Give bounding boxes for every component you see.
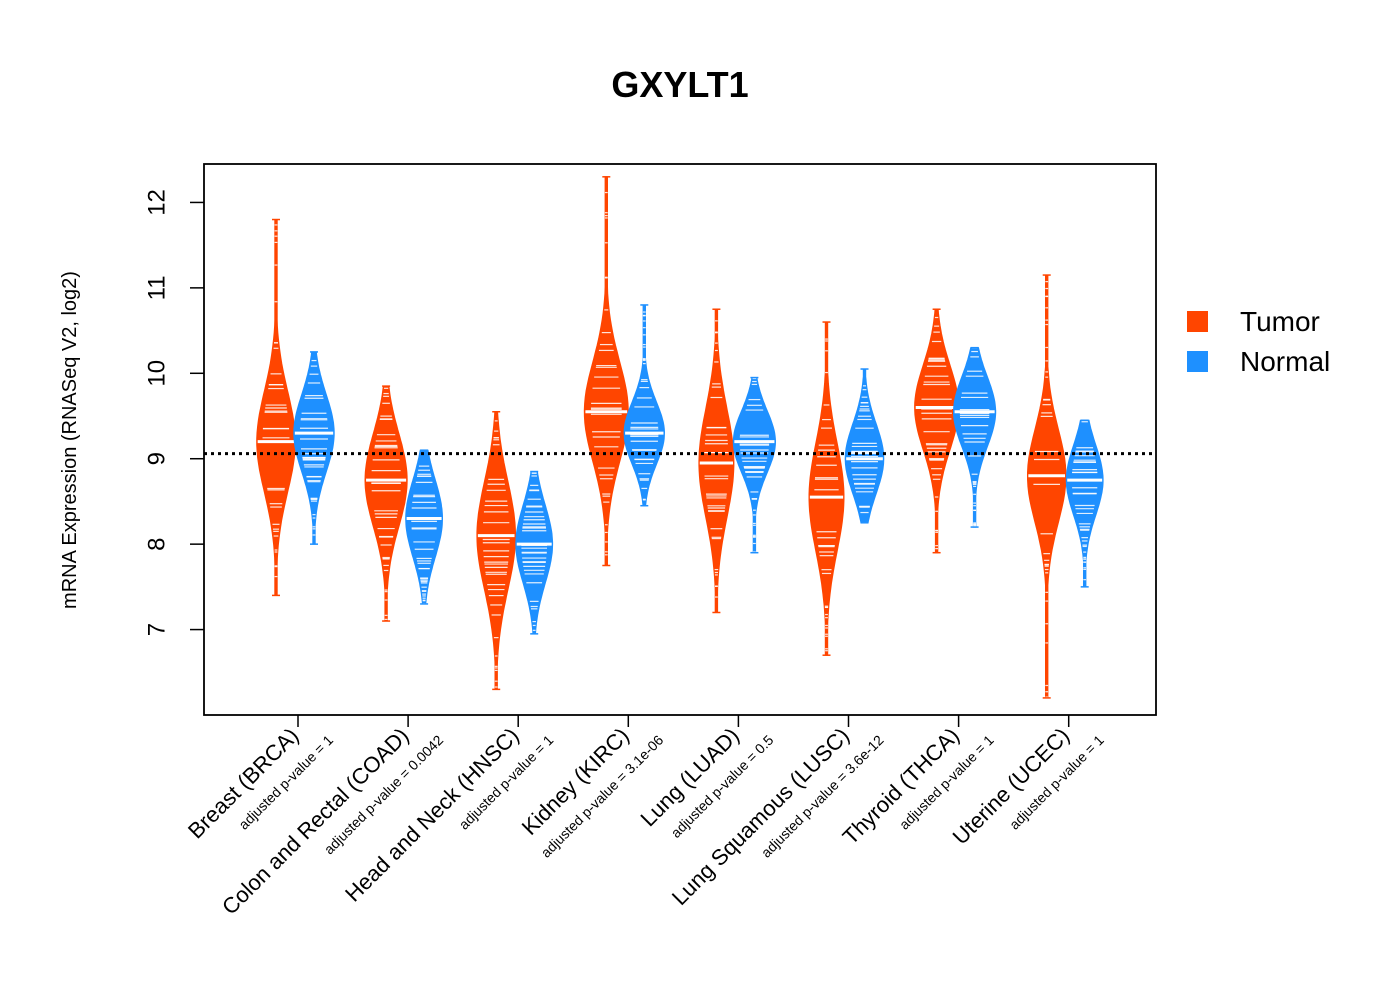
legend-label-normal: Normal [1240, 346, 1330, 377]
tumor-violin [1027, 274, 1067, 699]
y-axis-label: mRNA Expression (RNASeq V2, log2) [59, 271, 81, 609]
normal-violin [732, 376, 777, 554]
chart-title: GXYLT1 [611, 64, 748, 105]
normal-violin [623, 304, 666, 507]
violin-body [1027, 274, 1067, 699]
tumor-violin [583, 176, 629, 567]
normal-violin [515, 470, 554, 635]
category-group: Uterine (UCEC)adjusted p-value = 1 [948, 715, 1107, 849]
y-axis: 7 8 9 10 11 12 [143, 189, 204, 636]
tumor-violin [914, 308, 960, 554]
violin-body [732, 377, 777, 554]
legend-swatch-tumor [1187, 311, 1208, 332]
legend-swatch-normal [1187, 351, 1208, 372]
violin-body [293, 351, 335, 545]
tumor-violin [256, 218, 296, 597]
plot-frame [203, 163, 1157, 716]
tumor-violin [364, 385, 408, 622]
tumor-violin [808, 321, 845, 656]
violin-body [698, 308, 735, 613]
normal-violin [953, 346, 997, 528]
tumor-violin [698, 308, 735, 614]
legend: Tumor Normal [1187, 306, 1330, 377]
violin-body [405, 449, 443, 605]
legend-label-tumor: Tumor [1240, 306, 1320, 337]
y-tick-label: 7 [143, 623, 170, 636]
normal-violin [405, 449, 443, 605]
tumor-violin [476, 410, 516, 691]
violin-body [364, 385, 408, 622]
violin-body [953, 347, 997, 528]
y-tick-label: 10 [143, 360, 170, 387]
normal-violin [1065, 419, 1104, 588]
normal-violin [844, 368, 885, 524]
violin-body [583, 176, 629, 566]
y-tick-label: 12 [143, 189, 170, 216]
y-tick-label: 9 [143, 452, 170, 465]
normal-violin [293, 351, 335, 545]
y-tick-label: 8 [143, 537, 170, 550]
violin-body [914, 308, 960, 554]
y-tick-label: 11 [143, 275, 170, 300]
